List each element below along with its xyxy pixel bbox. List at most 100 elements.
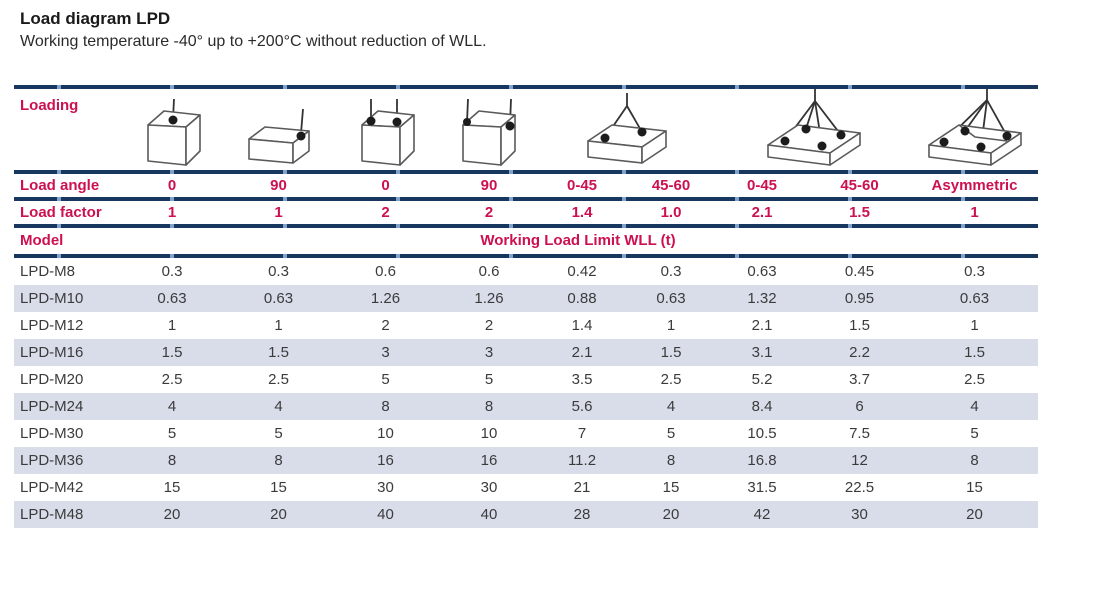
wll-header: Working Load Limit WLL (t): [480, 232, 676, 250]
wll-value-cell: 20: [270, 505, 287, 523]
model-column-header: Model: [20, 232, 64, 250]
wll-value-cell: 20: [662, 505, 680, 523]
load-angle-value: 0-45: [566, 176, 598, 194]
wll-value-cell: 5: [484, 370, 494, 388]
wll-value-cell: 16: [480, 451, 498, 469]
load-angle-label: Load angle: [20, 176, 100, 194]
wll-value-cell: 2.2: [849, 343, 870, 361]
wll-value-cell: 5: [970, 424, 979, 442]
load-factor-value: 1.4: [571, 203, 593, 221]
wll-value-cell: 5: [666, 424, 676, 442]
wll-value-cell: 4: [666, 397, 676, 415]
loading-icon-cell: [331, 89, 440, 170]
table-row: LPD-M48 20 20 40 40 28 20 42 30 20: [14, 500, 1038, 528]
wll-value-cell: 2.5: [268, 370, 289, 388]
table-row: LPD-M16 1.5 1.5 3 3 2.1 1.5 3.1 2.2 1.5: [14, 338, 1038, 366]
rule: [14, 169, 1038, 174]
two-point-vertical-lift-icon: [360, 98, 415, 166]
asymmetric-sling-lift-icon: [927, 88, 1022, 166]
loading-icon-cell: [911, 88, 1038, 170]
loading-icon-cell: [716, 88, 911, 170]
wll-value-cell: 4: [274, 397, 283, 415]
wll-value-cell: 2: [484, 316, 494, 334]
table-top-rule: [14, 84, 1038, 89]
wll-value-cell: 1: [666, 316, 676, 334]
single-point-side-lift-icon: [247, 108, 310, 164]
rule: [14, 196, 1038, 201]
wll-value-cell: 12: [851, 451, 868, 469]
wll-value-cell: 15: [270, 478, 287, 496]
wll-value-cell: 16: [377, 451, 394, 469]
wll-value-cell: 5.6: [571, 397, 593, 415]
wll-value-cell: 8: [484, 397, 494, 415]
four-leg-sling-lift-icon: [766, 88, 861, 166]
load-angle-value: Asymmetric: [931, 176, 1018, 194]
two-leg-sling-lift-icon: [587, 92, 667, 164]
model-cell: LPD-M8: [20, 262, 76, 280]
wll-value-cell: 3.7: [849, 370, 870, 388]
wll-value-cell: 28: [573, 505, 591, 523]
wll-value-cell: 0.6: [375, 262, 396, 280]
load-angle-value: 0-45: [746, 176, 778, 194]
loading-icon-cell: [226, 89, 331, 170]
wll-value-cell: 1.5: [964, 343, 985, 361]
wll-value-cell: 2.5: [660, 370, 682, 388]
load-factor-value: 1: [167, 203, 177, 221]
wll-value-cell: 15: [163, 478, 181, 496]
wll-value-cell: 2.5: [964, 370, 985, 388]
wll-value-cell: 1: [167, 316, 177, 334]
single-point-vertical-lift-icon: [147, 98, 201, 166]
model-cell: LPD-M36: [20, 451, 84, 469]
wll-value-cell: 10.5: [747, 424, 777, 442]
wll-value-cell: 0.45: [844, 262, 875, 280]
wll-value-cell: 8: [274, 451, 283, 469]
rule: [14, 223, 1038, 228]
wll-value-cell: 10: [480, 424, 498, 442]
load-diagram-table: Loading: [14, 84, 1038, 528]
wll-value-cell: 22.5: [844, 478, 875, 496]
wll-value-cell: 0.63: [959, 289, 990, 307]
wll-value-cell: 30: [480, 478, 498, 496]
wll-value-cell: 0.95: [844, 289, 875, 307]
load-angle-value: 90: [270, 176, 287, 194]
wll-value-cell: 0.88: [567, 289, 597, 307]
wll-value-cell: 0.6: [478, 262, 500, 280]
model-cell: LPD-M10: [20, 289, 84, 307]
wll-value-cell: 1.26: [474, 289, 504, 307]
load-factor-value: 2: [381, 203, 390, 221]
wll-value-cell: 3: [484, 343, 494, 361]
wll-value-cell: 15: [966, 478, 983, 496]
wll-value-cell: 0.3: [964, 262, 985, 280]
wll-value-cell: 1.5: [268, 343, 289, 361]
wll-value-cell: 1.5: [849, 316, 870, 334]
wll-value-cell: 31.5: [747, 478, 777, 496]
loading-row-label: Loading: [20, 96, 79, 114]
wll-value-cell: 15: [662, 478, 680, 496]
wll-value-cell: 30: [377, 478, 394, 496]
wll-value-cell: 2.1: [751, 316, 773, 334]
page-title: Load diagram LPD: [20, 9, 171, 28]
model-cell: LPD-M30: [20, 424, 84, 442]
wll-value-cell: 1.26: [370, 289, 401, 307]
wll-value-cell: 1.4: [571, 316, 593, 334]
wll-value-cell: 40: [480, 505, 498, 523]
wll-value-cell: 2.5: [161, 370, 183, 388]
wll-value-cell: 0.3: [161, 262, 183, 280]
wll-value-cell: 8: [381, 397, 390, 415]
wll-value-cell: 1: [970, 316, 979, 334]
wll-value-cell: 7: [577, 424, 587, 442]
load-factor-value: 2.1: [751, 203, 773, 221]
load-angle-value: 90: [480, 176, 498, 194]
wll-value-cell: 30: [851, 505, 868, 523]
load-angle-row: Load angle 0 90 0 90 0-45 45-60 0-45 45-…: [14, 174, 1038, 197]
table-row: LPD-M8 0.3 0.3 0.6 0.6 0.42 0.3 0.63 0.45 0.3: [14, 258, 1038, 285]
load-factor-value: 1.5: [849, 203, 870, 221]
model-cell: LPD-M16: [20, 343, 84, 361]
wll-value-cell: 0.42: [567, 262, 597, 280]
wll-value-cell: 8.4: [751, 397, 773, 415]
table-row: LPD-M42 15 15 30 30 21 15 31.5 22.5 15: [14, 474, 1038, 501]
two-point-side-lift-icon: [462, 98, 516, 166]
load-angle-value: 0: [167, 176, 177, 194]
wll-value-cell: 7.5: [849, 424, 870, 442]
table-row: LPD-M24 4 4 8 8 5.6 4 8.4 6 4: [14, 392, 1038, 420]
